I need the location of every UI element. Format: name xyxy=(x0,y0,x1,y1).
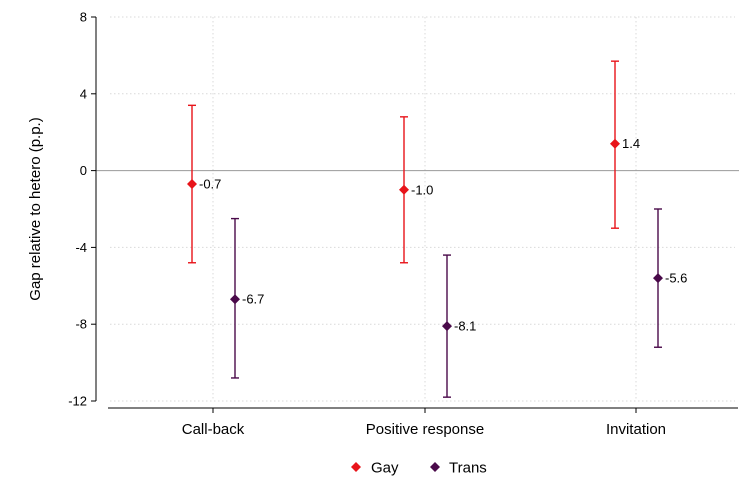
y-tick-label: -4 xyxy=(75,240,87,255)
y-tick-label: 0 xyxy=(80,163,87,178)
series-gay: -0.7 -1.0 1.4 xyxy=(187,60,640,264)
data-label: -1.0 xyxy=(411,182,433,197)
legend-marker xyxy=(351,462,361,472)
x-axis: Call-back Positive response Invitation xyxy=(108,407,738,438)
data-label: -0.7 xyxy=(199,177,221,192)
data-label: -5.6 xyxy=(665,271,687,286)
y-axis: 8 4 0 -4 -8 -12 xyxy=(68,10,97,409)
legend: Gay Trans xyxy=(351,460,487,477)
point-marker xyxy=(610,138,620,149)
legend-label: Trans xyxy=(449,460,487,477)
point-marker xyxy=(442,321,452,332)
x-tick-label: Call-back xyxy=(182,421,245,438)
data-label: -6.7 xyxy=(242,292,264,307)
point-marker xyxy=(653,273,663,284)
y-tick-label: -8 xyxy=(75,317,87,332)
legend-marker xyxy=(430,462,440,472)
data-marks: -0.7 -1.0 1.4 -6.7 -8.1 -5.6 xyxy=(187,60,687,398)
x-tick-label: Positive response xyxy=(366,421,484,438)
y-tick-label: 4 xyxy=(80,86,87,101)
y-axis-title: Gap relative to hetero (p.p.) xyxy=(27,117,44,300)
data-label: 1.4 xyxy=(622,136,640,151)
gridlines xyxy=(96,16,739,402)
point-marker xyxy=(230,294,240,305)
legend-item-gay: Gay xyxy=(351,460,399,477)
x-tick-label: Invitation xyxy=(606,421,666,438)
series-trans: -6.7 -8.1 -5.6 xyxy=(230,208,687,398)
legend-label: Gay xyxy=(371,460,399,477)
data-label: -8.1 xyxy=(454,319,476,334)
y-tick-label: 8 xyxy=(80,10,87,25)
point-marker xyxy=(399,184,409,195)
y-tick-label: -12 xyxy=(68,394,87,409)
point-marker xyxy=(187,179,197,190)
legend-item-trans: Trans xyxy=(430,460,487,477)
